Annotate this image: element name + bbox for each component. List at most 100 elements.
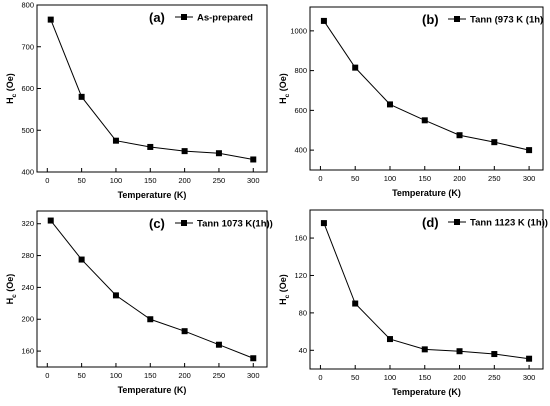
data-point [47,16,54,23]
legend-label: Tann 1123 K (1h)) [470,218,548,229]
y-tick-label: 280 [21,251,34,260]
x-tick-label: 150 [419,174,432,183]
x-axis-label: Temperature (K) [118,190,187,200]
x-tick-label: 250 [488,174,501,183]
series-line [50,220,254,359]
y-tick-label: 500 [21,126,34,135]
y-axis-label-main: H [278,97,288,104]
data-point [112,137,119,144]
x-tick-label: 200 [453,174,466,183]
y-tick-label: 600 [21,84,34,93]
x-tick-label: 300 [523,373,536,382]
chart-panel-1: 0 50 100 150 200 250 300 400 500 600 700 800 Tempera… [5,1,268,200]
y-axis-label-sub: c [11,93,18,97]
data-point [215,150,222,157]
data-point [386,101,393,108]
y-tick-label: 700 [21,42,34,51]
data-point [320,220,327,227]
y-tick-label: 1000 [290,26,307,35]
x-tick-label: 250 [213,176,226,185]
data-point [147,316,154,323]
data-point [147,143,154,150]
data-point [78,93,85,100]
data-point [78,256,85,263]
x-tick-label: 0 [318,373,322,382]
legend-marker [454,219,460,225]
y-axis-label-main: H [5,298,15,305]
panel-label: (c) [149,216,165,231]
x-tick-label: 150 [144,176,157,185]
data-point [47,217,54,224]
data-point [421,117,428,124]
plot-frame [309,209,544,370]
x-tick-label: 150 [419,373,432,382]
x-tick-label: 300 [247,371,260,380]
data-point [215,341,222,348]
y-axis-label: Hc (Oe) [278,73,291,104]
y-axis-label-unit: (Oe) [278,73,288,94]
x-tick-label: 200 [178,176,191,185]
series-line [323,222,530,360]
legend-label: As-prepared [197,13,253,24]
x-tick-label: 250 [488,373,501,382]
y-axis-label: Hc (Oe) [5,274,18,305]
panel-label: (d) [422,215,439,230]
y-tick-label: 320 [21,219,34,228]
y-tick-label: 400 [21,168,34,177]
chart-panel-3: 0 50 100 150 200 250 300 160 200 240 280 320 Tempera… [5,210,273,395]
chart-panel-4: 0 50 100 150 200 250 300 40 80 120 160 Temperature … [278,209,548,397]
x-tick-label: 50 [351,174,359,183]
data-point [250,156,257,163]
y-tick-label: 160 [21,347,34,356]
y-tick-label: 120 [294,271,307,280]
x-tick-label: 100 [384,174,397,183]
x-tick-label: 0 [45,176,49,185]
data-point [491,351,498,358]
chart-panel-2: 0 50 100 150 200 250 300 400 600 800 1000 Temperatu… [278,6,544,198]
y-tick-label: 80 [299,308,307,317]
data-point [352,300,359,307]
y-axis-label-unit: (Oe) [5,73,15,94]
legend-marker [181,220,187,226]
panel-label: (a) [149,10,165,25]
x-tick-label: 250 [213,371,226,380]
data-point [456,348,463,355]
y-tick-label: 800 [294,66,307,75]
x-tick-label: 300 [247,176,260,185]
x-tick-label: 100 [110,176,123,185]
data-point [320,17,327,24]
data-point [386,336,393,343]
series-line [50,19,254,160]
y-tick-label: 240 [21,283,34,292]
data-point [526,355,533,362]
data-point [491,139,498,146]
y-axis-label-sub: c [284,93,291,97]
x-tick-label: 100 [384,373,397,382]
plot-frame [36,210,268,368]
y-tick-label: 600 [294,106,307,115]
x-axis-label: Temperature (K) [118,385,187,395]
plot-frame [309,6,544,171]
x-tick-label: 0 [45,371,49,380]
x-tick-label: 100 [110,371,123,380]
data-point [250,355,257,362]
y-tick-label: 160 [294,234,307,243]
data-point [352,64,359,71]
data-point [181,148,188,155]
x-tick-label: 200 [453,373,466,382]
x-tick-label: 200 [178,371,191,380]
y-axis-label-unit: (Oe) [5,274,15,295]
legend-marker [181,14,187,20]
x-tick-label: 150 [144,371,157,380]
data-point [112,292,119,299]
y-axis-label-main: H [278,298,288,305]
y-axis-label: Hc (Oe) [278,274,291,305]
data-point [421,346,428,353]
legend-label: Tann 1073 K(1h)) [197,219,273,230]
x-axis-label: Temperature (K) [392,188,461,198]
data-point [456,132,463,139]
x-tick-label: 0 [318,174,322,183]
legend-marker [454,16,460,22]
data-point [181,328,188,335]
